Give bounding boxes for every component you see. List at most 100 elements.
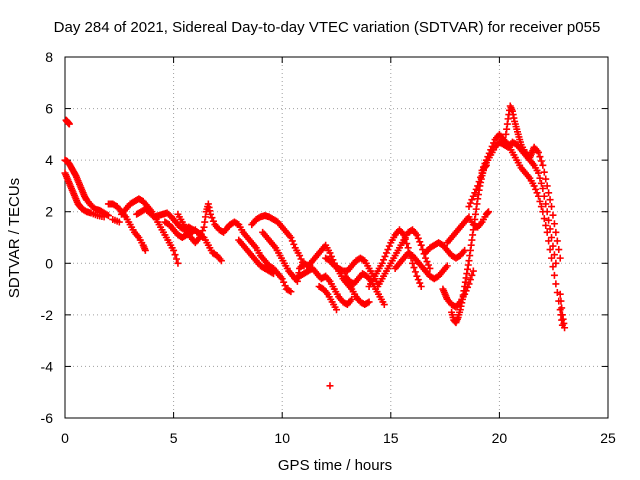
data-point: [549, 263, 557, 271]
data-point: [411, 268, 419, 276]
data-point: [536, 197, 544, 205]
data-point: [380, 256, 388, 264]
data-point: [485, 149, 493, 157]
data-point: [199, 227, 207, 235]
data-point: [104, 212, 112, 220]
data-point: [426, 264, 434, 272]
data-point: [172, 255, 180, 263]
x-tick-label: 5: [170, 430, 178, 446]
data-point: [536, 153, 544, 161]
plot-border: [64, 56, 609, 419]
data-point: [468, 271, 476, 279]
data-point: [468, 196, 476, 204]
data-point: [550, 220, 558, 228]
data-point: [536, 174, 544, 182]
data-point: [552, 228, 560, 236]
data-point: [487, 146, 495, 154]
data-point: [478, 166, 486, 174]
data-point: [423, 258, 431, 266]
data-point: [333, 306, 340, 314]
data-point: [385, 242, 393, 250]
y-tick-label: 2: [45, 204, 53, 220]
data-point: [469, 192, 477, 200]
data-point: [296, 252, 304, 260]
data-point: [287, 288, 295, 296]
data-point: [539, 208, 547, 216]
data-point: [409, 259, 417, 267]
data-point: [546, 196, 554, 204]
data-point: [171, 251, 179, 259]
data-point: [382, 249, 390, 257]
data-point: [466, 199, 474, 207]
data-point: [414, 234, 422, 242]
data-point: [482, 156, 490, 164]
data-point: [540, 168, 548, 176]
data-point: [326, 249, 334, 257]
data-point: [488, 142, 496, 150]
data-point: [290, 240, 298, 248]
data-point: [384, 246, 392, 254]
data-point: [424, 261, 432, 269]
x-axis-label: GPS time / hours: [278, 457, 392, 474]
data-point: [364, 299, 372, 307]
data-point: [414, 276, 422, 284]
data-point: [326, 382, 334, 390]
x-tick-label: 15: [383, 430, 399, 446]
data-point: [537, 203, 545, 211]
data-point: [553, 289, 561, 297]
data-point: [197, 230, 205, 238]
data-point: [542, 175, 550, 183]
y-axis-label: SDTVAR / TECUs: [6, 178, 23, 298]
data-point: [287, 234, 295, 241]
data-point: [490, 139, 498, 147]
y-tick-label: 6: [45, 101, 53, 117]
data-point: [484, 153, 492, 161]
data-point: [280, 278, 288, 286]
data-point: [141, 246, 149, 254]
data-point: [532, 185, 540, 193]
data-point: [550, 271, 558, 279]
x-tick-label: 25: [600, 430, 616, 446]
data-point: [552, 280, 560, 288]
data-point: [174, 259, 182, 267]
data-point: [548, 203, 556, 211]
data-point: [548, 254, 556, 262]
data-points: [61, 102, 569, 390]
data-point: [416, 279, 424, 287]
data-point: [465, 203, 473, 211]
data-point: [553, 237, 561, 245]
data-point: [540, 215, 548, 223]
data-point: [170, 246, 178, 254]
data-point: [542, 221, 550, 229]
data-point: [534, 192, 542, 200]
y-tick-label: 4: [45, 152, 53, 168]
data-point: [543, 228, 551, 236]
data-point: [207, 210, 215, 218]
data-point: [208, 214, 216, 222]
y-tick-label: -4: [41, 358, 54, 374]
data-point: [545, 237, 553, 245]
data-point: [297, 255, 305, 263]
x-tick-label: 10: [274, 430, 290, 446]
data-point: [474, 182, 482, 190]
data-point: [533, 189, 541, 197]
y-tick-label: 8: [45, 49, 53, 65]
data-point: [209, 217, 217, 225]
data-point: [539, 185, 547, 193]
data-point: [534, 169, 542, 177]
data-point: [471, 189, 479, 197]
data-point: [381, 252, 389, 260]
data-point: [410, 264, 418, 272]
data-point: [549, 211, 557, 219]
data-point: [530, 182, 538, 190]
data-point: [469, 267, 477, 275]
data-point: [278, 275, 286, 283]
data-point: [481, 160, 489, 168]
data-point: [537, 157, 545, 165]
data-point: [558, 321, 566, 329]
data-point: [545, 189, 553, 197]
data-point: [543, 182, 551, 190]
data-point: [545, 216, 553, 224]
x-tick-label: 20: [492, 430, 508, 446]
data-point: [285, 287, 293, 295]
